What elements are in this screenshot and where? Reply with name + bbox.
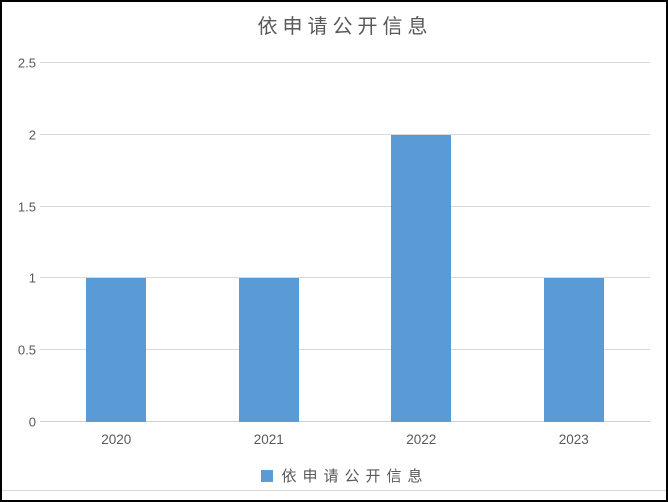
y-axis-tick-label: 2.5 [17, 55, 36, 71]
gridline [40, 205, 650, 207]
bar-2023 [543, 278, 604, 422]
y-axis: 0 0.5 1 1.5 2 2.5 [2, 56, 36, 430]
y-axis-tick-label: 1 [28, 270, 36, 286]
x-axis-tick-label: 2020 [101, 432, 132, 447]
y-axis-tick-label: 0.5 [17, 342, 36, 358]
gridline [40, 277, 650, 279]
gridline [40, 133, 650, 135]
y-axis-tick-label: 2 [28, 127, 36, 143]
y-axis-tick-label: 0 [28, 414, 36, 430]
chart-title: 依申请公开信息 [257, 16, 433, 38]
legend-series-label: 依申请公开信息 [281, 468, 429, 485]
x-axis-line [40, 421, 650, 422]
y-axis-tick-label: 1.5 [17, 199, 36, 215]
bar-2020 [86, 278, 147, 422]
gridline [40, 62, 650, 63]
x-axis-tick-label: 2021 [253, 432, 284, 447]
legend: 依申请公开信息 [40, 465, 650, 486]
legend-series-marker-icon [261, 469, 274, 482]
plot-area [40, 62, 650, 422]
bar-2021 [238, 278, 299, 422]
gridline [40, 349, 650, 351]
bar-2022 [391, 134, 452, 422]
chart-bottom-border [2, 490, 666, 491]
x-axis-tick-label: 2023 [558, 432, 589, 447]
x-axis: 2020 2021 2022 2023 [40, 432, 650, 449]
x-axis-tick-label: 2022 [406, 432, 437, 447]
